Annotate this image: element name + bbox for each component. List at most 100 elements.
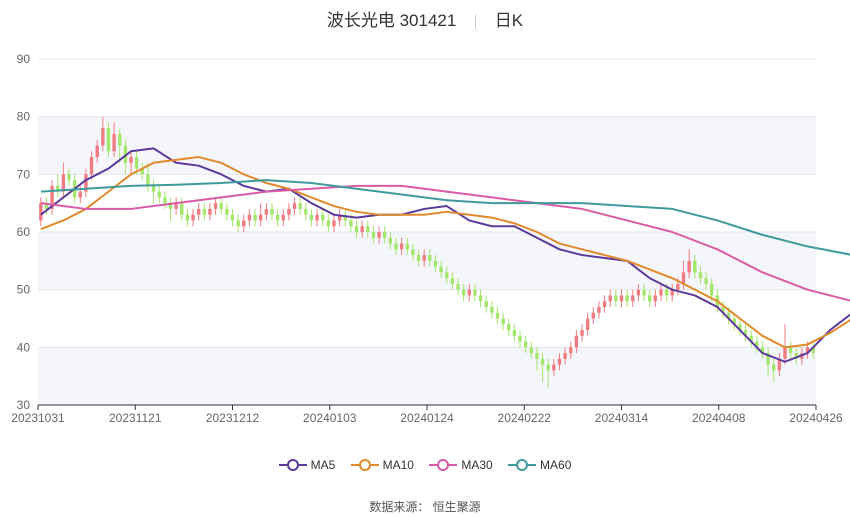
candle-body	[84, 174, 88, 192]
candle-body	[788, 347, 793, 354]
candle-body	[225, 208, 229, 215]
candle-body	[253, 214, 257, 221]
candle-body	[433, 260, 438, 267]
candle-body	[123, 145, 128, 163]
x-tick-label: 20231121	[109, 411, 162, 425]
legend-item-ma60[interactable]: MA60	[508, 458, 571, 472]
candle-body	[664, 289, 669, 296]
candle-body	[405, 243, 409, 250]
x-tick-label: 20240103	[303, 411, 357, 425]
candle-body	[557, 358, 562, 365]
candle-body	[304, 208, 308, 215]
legend-label-ma10: MA10	[382, 458, 414, 472]
candle-body	[484, 301, 488, 307]
candle-body	[337, 214, 342, 221]
legend-item-ma30[interactable]: MA30	[429, 458, 493, 472]
candle-body	[146, 174, 150, 186]
candle-body	[523, 341, 528, 348]
candle-body	[608, 295, 612, 302]
candle-body	[478, 295, 483, 302]
grid-band	[38, 116, 816, 175]
title-separator	[475, 14, 477, 29]
candle-body	[366, 226, 370, 232]
candle-body	[388, 237, 393, 244]
candle-body	[760, 347, 765, 354]
candle-body	[343, 214, 347, 221]
candle-body	[569, 347, 573, 354]
candle-body	[377, 232, 381, 238]
candle-body	[67, 174, 71, 181]
candle-body	[597, 306, 601, 313]
candle-body	[298, 203, 302, 209]
x-tick-label: 20240124	[400, 411, 454, 425]
candle-body	[56, 185, 60, 192]
candle-body	[574, 335, 579, 348]
candle-body	[399, 243, 404, 250]
legend-swatch-ma5	[278, 459, 307, 471]
candle-body	[585, 318, 590, 331]
candle-body	[140, 168, 144, 175]
y-tick-label: 60	[17, 225, 31, 239]
candle-body	[693, 260, 697, 273]
candle-body	[44, 203, 49, 209]
candle-body	[416, 255, 421, 261]
candle-body	[659, 289, 663, 296]
candle-body	[687, 260, 691, 273]
legend-item-ma5[interactable]: MA5	[278, 458, 335, 472]
y-tick-label: 80	[17, 110, 31, 124]
candle-body	[743, 330, 748, 336]
candle-body	[371, 232, 376, 238]
candle-body	[540, 358, 545, 365]
candle-body	[563, 353, 567, 359]
candle-body	[535, 353, 539, 359]
candle-body	[208, 208, 212, 215]
chart-title-text: 波长光电 301421	[326, 11, 457, 30]
candle-body	[326, 220, 331, 227]
ma-line-ma30	[40, 184, 850, 302]
x-tick-label: 20240426	[789, 411, 843, 425]
candle-body	[89, 157, 94, 175]
legend-item-ma10[interactable]: MA10	[350, 458, 414, 472]
candle-body	[552, 364, 556, 371]
legend: MA5 MA10 MA30 MA60	[0, 458, 850, 474]
candle-body	[445, 272, 449, 279]
candle-body	[219, 203, 223, 209]
candle-body	[495, 312, 500, 319]
candle-body	[101, 128, 105, 146]
chart-title: 波长光电 301421 日K	[0, 6, 850, 31]
candle-body	[450, 278, 455, 284]
candle-body	[78, 191, 82, 198]
candle-body	[360, 226, 364, 232]
candle-body	[168, 203, 173, 209]
candle-body	[349, 220, 353, 227]
candle-body	[180, 203, 184, 215]
candle-body	[602, 301, 607, 307]
candle-body	[456, 283, 460, 290]
candle-body	[766, 353, 770, 365]
candle-body	[332, 220, 336, 227]
candle-body	[185, 214, 190, 221]
candle-body	[428, 255, 432, 261]
candle-body	[281, 214, 285, 221]
candle-body	[755, 341, 759, 348]
candle-body	[591, 312, 596, 319]
x-tick-label: 20231031	[11, 411, 65, 425]
candle-body	[805, 347, 810, 354]
ma-line-ma5	[40, 147, 850, 363]
x-tick-label: 20240408	[692, 411, 746, 425]
candle-body	[467, 289, 471, 296]
candle-body	[777, 358, 782, 371]
candle-body	[196, 208, 201, 215]
candle-body	[270, 208, 274, 215]
y-tick-label: 40	[17, 340, 31, 354]
candle-body	[174, 203, 178, 209]
candle-body	[653, 295, 658, 302]
candle-body	[619, 295, 624, 302]
candle-body	[461, 289, 466, 296]
candle-body	[287, 208, 291, 215]
candle-body	[473, 289, 477, 296]
period-label[interactable]: 日K	[494, 11, 524, 30]
y-tick-label: 50	[17, 283, 31, 297]
candle-body	[732, 318, 736, 325]
